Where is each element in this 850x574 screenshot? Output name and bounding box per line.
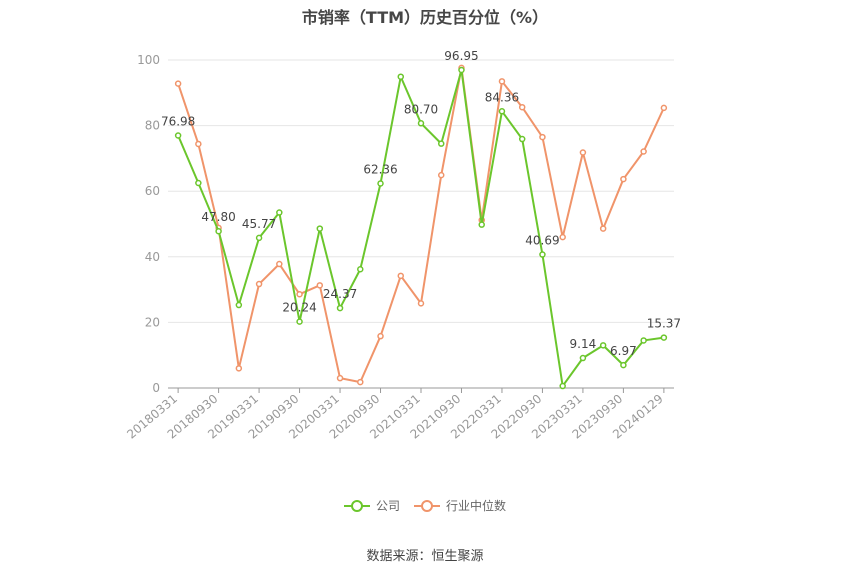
legend-item-company[interactable]: 公司 (343, 497, 400, 514)
point-company (316, 225, 324, 232)
point-company (417, 120, 425, 127)
point-industry-median (316, 282, 324, 289)
point-company (296, 318, 303, 325)
point-industry-median (539, 133, 546, 141)
point-company (478, 221, 485, 228)
data-label-company: 62.36 (363, 162, 397, 176)
series-layer (174, 64, 668, 390)
axis-layer: 0204060801002018033120180930201903312019… (124, 53, 674, 442)
point-company (437, 140, 445, 147)
point-industry-median (276, 260, 283, 268)
legend: 公司 行业中位数 (0, 497, 850, 514)
point-industry-median (579, 149, 587, 156)
point-company (397, 73, 405, 80)
point-industry-median (559, 233, 566, 241)
point-industry-median (640, 148, 647, 155)
point-company (458, 66, 465, 74)
data-label-company: 76.98 (161, 115, 195, 129)
point-industry-median (174, 80, 182, 87)
point-industry-median (255, 280, 263, 288)
chart-title: 市销率（TTM）历史百分位（%） (301, 8, 549, 27)
data-label-company: 9.14 (570, 337, 597, 351)
data-label-layer: 76.98 47.80 45.77 20.24 24.37 62.36 80.70 96.95… (161, 49, 681, 358)
point-company (276, 209, 283, 216)
point-industry-median (599, 225, 607, 232)
point-company (498, 108, 506, 115)
point-industry-median (498, 78, 506, 85)
point-company (518, 135, 526, 143)
data-label-company: 15.37 (647, 317, 681, 331)
y-tick-label: 80 (145, 119, 160, 133)
legend-swatch-industry-median (414, 499, 440, 513)
point-industry-median (357, 378, 364, 386)
point-industry-median (195, 140, 202, 148)
point-industry-median (417, 300, 425, 307)
point-company (640, 337, 647, 344)
point-company (174, 132, 182, 139)
point-company (357, 266, 364, 273)
data-label-company: 40.69 (525, 234, 559, 248)
y-tick-label: 0 (152, 381, 160, 395)
grid-layer (168, 59, 674, 323)
legend-swatch-company (343, 499, 370, 513)
point-industry-median (437, 171, 445, 179)
point-industry-median (397, 272, 405, 280)
legend-label-company: 公司 (375, 499, 400, 513)
data-label-company: 24.37 (323, 287, 357, 301)
data-label-company: 45.77 (242, 217, 276, 231)
point-company (579, 354, 587, 362)
data-label-company: 47.80 (201, 210, 235, 224)
data-label-company: 80.70 (404, 102, 438, 116)
point-industry-median (660, 104, 668, 112)
point-company (195, 179, 202, 187)
point-industry-median (377, 332, 384, 340)
y-tick-label: 20 (145, 315, 160, 329)
data-label-company: 20.24 (282, 301, 316, 315)
point-company (215, 227, 222, 235)
point-industry-median (620, 175, 627, 183)
y-tick-label: 40 (145, 250, 160, 264)
point-company (255, 234, 263, 242)
point-company (377, 180, 384, 187)
point-industry-median (336, 374, 344, 382)
point-industry-median (518, 103, 526, 111)
point-company (599, 342, 607, 349)
point-company (559, 382, 566, 390)
point-company (620, 361, 627, 369)
point-industry-median (235, 365, 243, 372)
point-company (660, 334, 668, 341)
point-company (539, 251, 546, 258)
y-tick-label: 60 (145, 184, 160, 198)
point-company (336, 304, 344, 312)
data-label-company: 96.95 (444, 49, 478, 63)
legend-label-industry-median: 行业中位数 (446, 499, 507, 513)
data-source-note: 数据来源：恒生聚源 (366, 549, 484, 564)
point-industry-median (296, 290, 303, 298)
y-tick-label: 100 (137, 53, 160, 67)
legend-item-industry-median[interactable]: 行业中位数 (414, 497, 506, 514)
point-company (235, 301, 243, 309)
data-label-company: 6.97 (610, 344, 637, 358)
data-label-company: 84.36 (485, 90, 519, 104)
